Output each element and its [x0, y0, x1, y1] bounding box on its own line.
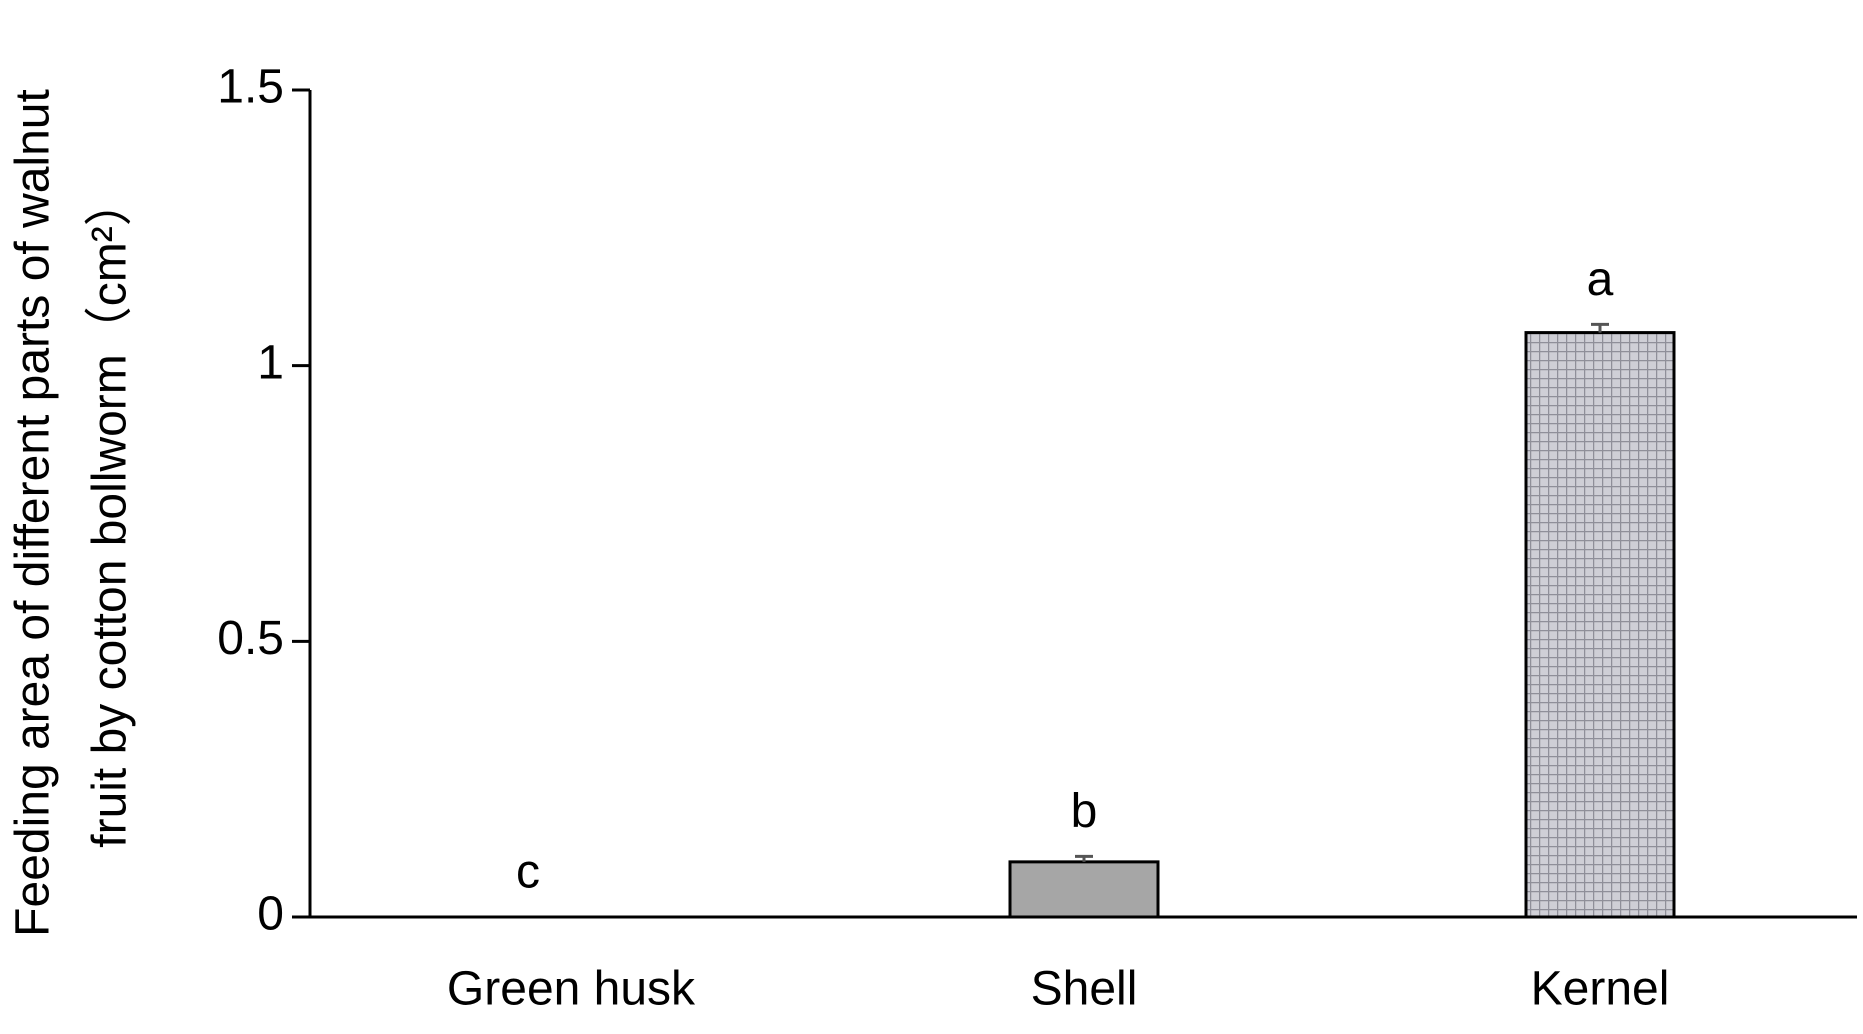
y-tick-label: 1: [257, 336, 284, 389]
x-tick-label: Green husk: [447, 963, 696, 1016]
y-axis-title: Feeding area of different parts of walnu…: [7, 89, 60, 937]
x-tick-label: Kernel: [1531, 963, 1670, 1016]
y-tick-label: 0: [257, 888, 284, 941]
bar: [1008, 860, 1160, 919]
significance-letter: c: [516, 846, 540, 899]
y-label: Feeding area of different parts of walnu…: [7, 89, 137, 937]
bar: [1524, 331, 1676, 919]
x-tick-label: Shell: [1031, 963, 1138, 1016]
significance-letter: a: [1587, 253, 1614, 306]
y-axis-title: fruit by cotton bollworm（cm²）: [84, 178, 137, 848]
error-bar: [1591, 322, 1609, 333]
error-bar: [1075, 854, 1093, 862]
y-tick-label: 1.5: [217, 61, 284, 114]
significance-letter: b: [1071, 785, 1098, 838]
y-tick-label: 0.5: [217, 612, 284, 665]
